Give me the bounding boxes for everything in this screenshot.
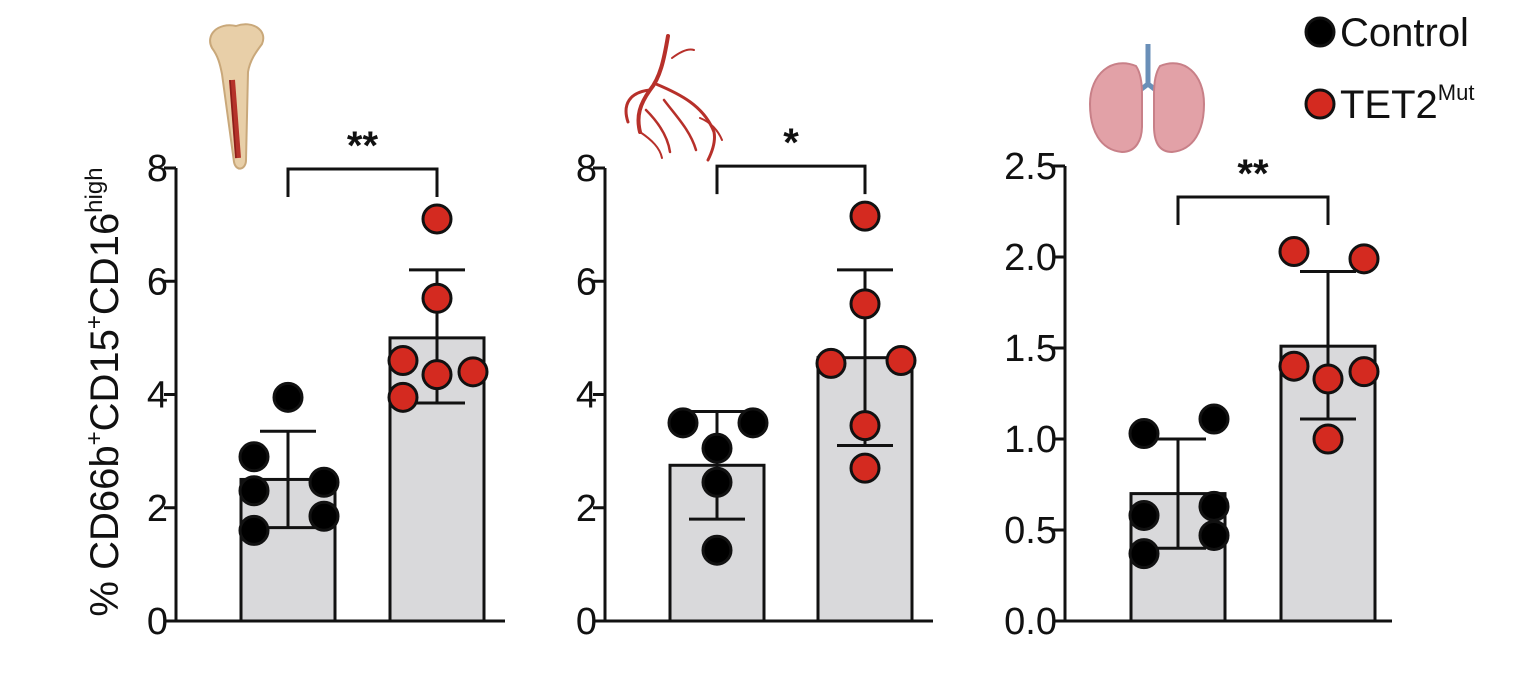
data-point-tet2 bbox=[849, 410, 881, 442]
data-point-control bbox=[308, 500, 340, 532]
data-point-tet2 bbox=[885, 345, 917, 377]
data-point-control bbox=[272, 381, 304, 413]
y-axis-label: % CD66b+CD15+CD16high bbox=[81, 167, 127, 616]
significance-label: ** bbox=[347, 124, 379, 168]
y-tick-label: 0 bbox=[147, 601, 168, 643]
data-point-tet2 bbox=[815, 347, 847, 379]
bone-marrow-icon bbox=[209, 23, 265, 170]
y-tick-label: 6 bbox=[147, 261, 168, 303]
y-tick-label: 4 bbox=[576, 375, 597, 417]
y-tick-label: 2.5 bbox=[1004, 146, 1057, 188]
data-point-control bbox=[1128, 499, 1160, 531]
y-tick-label: 0.0 bbox=[1004, 601, 1057, 643]
y-tick-label: 6 bbox=[576, 261, 597, 303]
data-point-control bbox=[737, 407, 769, 439]
legend-marker-tet2 bbox=[1304, 88, 1336, 120]
y-tick-label: 2.0 bbox=[1004, 237, 1057, 279]
data-point-control bbox=[701, 432, 733, 464]
data-point-tet2 bbox=[1312, 363, 1344, 395]
data-point-tet2 bbox=[849, 288, 881, 320]
significance-label: * bbox=[783, 121, 799, 165]
chart-panel-2: 0 2 4 6 8 * bbox=[576, 121, 933, 643]
data-point-control bbox=[308, 466, 340, 498]
y-tick-label: 2 bbox=[147, 488, 168, 530]
legend-marker-control bbox=[1304, 16, 1336, 48]
data-point-control bbox=[238, 514, 270, 546]
significance-bracket bbox=[286, 167, 439, 197]
legend: Control TET2Mut bbox=[1304, 11, 1474, 127]
data-point-control bbox=[1128, 538, 1160, 570]
y-tick-label: 8 bbox=[576, 148, 597, 190]
y-tick-label: 0.5 bbox=[1004, 510, 1057, 552]
legend-label-tet2: TET2Mut bbox=[1340, 80, 1474, 127]
significance-label: ** bbox=[1237, 152, 1269, 196]
data-point-tet2 bbox=[849, 452, 881, 484]
chart-panel-3: 0.0 0.5 1.0 1.5 2.0 2.5 ** bbox=[1004, 146, 1392, 643]
legend-label-control: Control bbox=[1340, 11, 1469, 55]
data-point-tet2 bbox=[1348, 243, 1380, 275]
data-point-control bbox=[701, 466, 733, 498]
data-point-tet2 bbox=[457, 356, 489, 388]
y-tick-label: 0 bbox=[576, 601, 597, 643]
data-point-tet2 bbox=[387, 345, 419, 377]
y-tick-label: 1.0 bbox=[1004, 419, 1057, 461]
data-point-tet2 bbox=[1278, 236, 1310, 268]
significance-bracket bbox=[715, 164, 867, 195]
data-point-control bbox=[1198, 519, 1230, 551]
y-tick-label: 4 bbox=[147, 375, 168, 417]
y-tick-label: 1.5 bbox=[1004, 328, 1057, 370]
data-point-tet2 bbox=[1278, 350, 1310, 382]
data-point-tet2 bbox=[1312, 423, 1344, 455]
data-point-control bbox=[1198, 403, 1230, 435]
chart-panels: 0 2 4 6 8 ** 0 2 4 6 8 * 0.0 0.5 1.0 1.5 2.0 2.5 ** bbox=[147, 121, 1392, 643]
y-tick-label: 2 bbox=[576, 488, 597, 530]
lung-icon bbox=[1088, 44, 1206, 154]
data-point-control bbox=[1198, 490, 1230, 522]
data-point-tet2 bbox=[849, 200, 881, 232]
data-point-control bbox=[238, 475, 270, 507]
data-point-tet2 bbox=[387, 381, 419, 413]
data-point-control bbox=[701, 534, 733, 566]
data-point-tet2 bbox=[421, 203, 453, 235]
data-point-tet2 bbox=[421, 282, 453, 314]
data-point-control bbox=[1128, 418, 1160, 450]
significance-bracket bbox=[1176, 195, 1330, 225]
y-tick-label: 8 bbox=[147, 148, 168, 190]
data-point-control bbox=[667, 407, 699, 439]
chart-panel-1: 0 2 4 6 8 ** bbox=[147, 124, 505, 643]
data-point-tet2 bbox=[1348, 356, 1380, 388]
data-point-control bbox=[238, 441, 270, 473]
blood-vessel-icon bbox=[624, 34, 723, 162]
data-point-tet2 bbox=[421, 359, 453, 391]
